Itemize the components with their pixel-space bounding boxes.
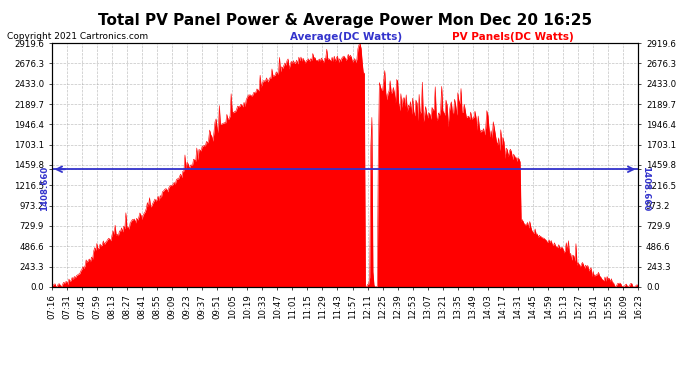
Text: Copyright 2021 Cartronics.com: Copyright 2021 Cartronics.com [7, 32, 148, 41]
Text: Average(DC Watts): Average(DC Watts) [290, 32, 402, 42]
Text: PV Panels(DC Watts): PV Panels(DC Watts) [452, 32, 573, 42]
Text: Total PV Panel Power & Average Power Mon Dec 20 16:25: Total PV Panel Power & Average Power Mon… [98, 13, 592, 28]
